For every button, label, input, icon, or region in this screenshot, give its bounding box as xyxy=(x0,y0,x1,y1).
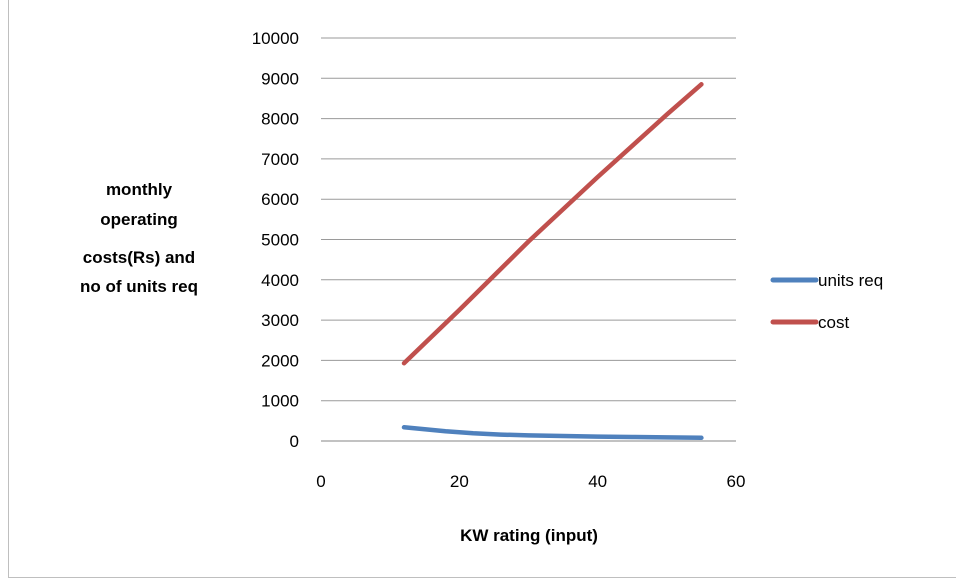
y-tick-label-5000: 5000 xyxy=(261,231,299,250)
x-tick-label-20: 20 xyxy=(450,472,469,491)
x-tick-label-40: 40 xyxy=(588,472,607,491)
series-lines xyxy=(401,82,704,441)
legend-item-cost: cost xyxy=(770,313,849,332)
y-axis-title-line-2: operating xyxy=(100,210,177,229)
y-axis-title-line-3: costs(Rs) and xyxy=(83,248,195,267)
x-axis-title: KW rating (input) xyxy=(460,526,598,545)
y-axis-title: monthly operating costs(Rs) and no of un… xyxy=(80,180,198,296)
y-tick-label-10000: 10000 xyxy=(252,29,299,48)
y-tick-label-2000: 2000 xyxy=(261,351,299,370)
y-tick-label-0: 0 xyxy=(290,432,299,451)
y-tick-label-8000: 8000 xyxy=(261,110,299,129)
y-axis-title-line-4: no of units req xyxy=(80,277,198,296)
y-tick-label-9000: 9000 xyxy=(261,69,299,88)
x-tick-labels: 0 20 40 60 xyxy=(316,472,745,491)
y-tick-label-4000: 4000 xyxy=(261,271,299,290)
series-line-cost xyxy=(401,82,704,366)
series-line-units-req xyxy=(401,425,704,441)
y-tick-label-3000: 3000 xyxy=(261,311,299,330)
legend-label-cost: cost xyxy=(818,313,849,332)
y-tick-label-7000: 7000 xyxy=(261,150,299,169)
x-tick-label-0: 0 xyxy=(316,472,325,491)
legend-label-units-req: units req xyxy=(818,271,883,290)
legend-item-units-req: units req xyxy=(770,271,883,290)
y-axis-title-line-1: monthly xyxy=(106,180,173,199)
legend: units req cost xyxy=(770,271,883,332)
x-tick-label-60: 60 xyxy=(727,472,746,491)
y-tick-label-6000: 6000 xyxy=(261,190,299,209)
y-tick-labels: 0 1000 2000 3000 4000 5000 6000 7000 8000 9000 100… xyxy=(252,29,299,451)
y-tick-label-1000: 1000 xyxy=(261,392,299,411)
gridlines xyxy=(321,37,736,442)
